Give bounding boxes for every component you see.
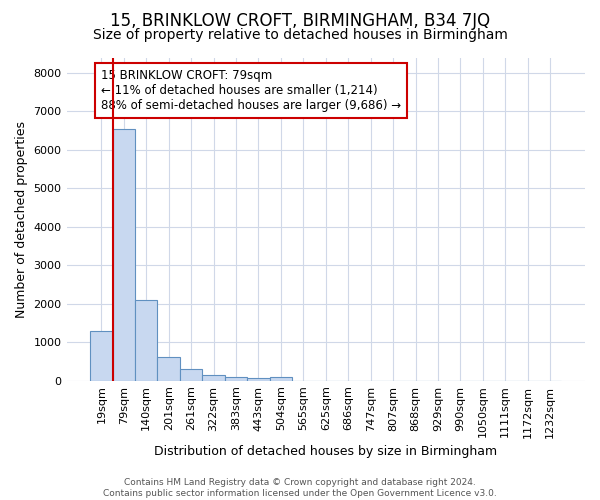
X-axis label: Distribution of detached houses by size in Birmingham: Distribution of detached houses by size … xyxy=(154,444,497,458)
Text: Contains HM Land Registry data © Crown copyright and database right 2024.
Contai: Contains HM Land Registry data © Crown c… xyxy=(103,478,497,498)
Text: 15, BRINKLOW CROFT, BIRMINGHAM, B34 7JQ: 15, BRINKLOW CROFT, BIRMINGHAM, B34 7JQ xyxy=(110,12,490,30)
Bar xyxy=(225,377,247,380)
Text: Size of property relative to detached houses in Birmingham: Size of property relative to detached ho… xyxy=(92,28,508,42)
Bar xyxy=(157,357,180,380)
Y-axis label: Number of detached properties: Number of detached properties xyxy=(15,120,28,318)
Text: 15 BRINKLOW CROFT: 79sqm
← 11% of detached houses are smaller (1,214)
88% of sem: 15 BRINKLOW CROFT: 79sqm ← 11% of detach… xyxy=(101,69,401,112)
Bar xyxy=(247,378,269,380)
Bar xyxy=(113,128,135,380)
Bar xyxy=(90,330,113,380)
Bar xyxy=(135,300,157,380)
Bar xyxy=(180,369,202,380)
Bar xyxy=(202,375,225,380)
Bar xyxy=(269,377,292,380)
